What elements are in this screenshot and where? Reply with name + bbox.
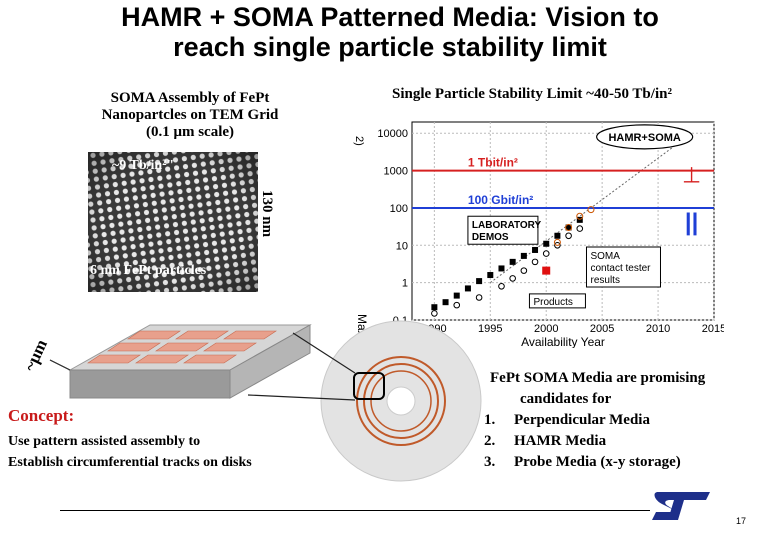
- st-logo-icon: [652, 492, 710, 520]
- media-intro-2: candidates for: [520, 391, 612, 407]
- tem-caption: SOMA Assembly of FePt Nanopartcles on TE…: [70, 90, 310, 141]
- tem-caption-line-3: (0.1 μm scale): [145, 124, 235, 140]
- st-logo: [650, 488, 714, 524]
- substrate-illustration: [20, 320, 320, 410]
- media-item-1-num: 1.: [484, 412, 496, 428]
- data-point-product: [565, 232, 572, 240]
- data-point-lab: [464, 285, 471, 292]
- hamr-soma-ellipse: [596, 124, 694, 150]
- x-tick-label: 2000: [534, 323, 558, 335]
- data-point-product: [520, 267, 528, 274]
- disk-illustration: [318, 318, 484, 484]
- media-item-1: 1. Perpendicular Media: [484, 410, 754, 431]
- media-list: FePt SOMA Media are promising candidates…: [484, 368, 754, 473]
- hamr-soma-label: HAMR+SOMA: [608, 132, 680, 144]
- data-point-lab: [453, 292, 460, 299]
- density-chart: 0.11101001000100001990199520002005201020…: [352, 118, 726, 411]
- tem-image-svg: [88, 152, 258, 292]
- products-label: Products: [533, 297, 572, 308]
- page-number: 17: [736, 516, 747, 526]
- x-tick-label: 2010: [646, 323, 670, 335]
- x-tick-label: 1995: [478, 323, 502, 335]
- data-point-lab: [576, 216, 583, 223]
- data-point-lab: [442, 299, 449, 306]
- title-line-1: HAMR + SOMA Patterned Media: Vision to: [121, 2, 659, 32]
- data-point-open: [576, 212, 584, 220]
- tem-image: [88, 152, 258, 292]
- data-point-product: [431, 310, 438, 317]
- media-intro-1: FePt SOMA Media are promising: [490, 370, 706, 386]
- data-point-lab: [565, 224, 572, 231]
- media-item-2-num: 2.: [484, 433, 496, 449]
- data-point-product: [475, 294, 483, 301]
- concept-body: Use pattern assisted assembly to Establi…: [8, 431, 252, 473]
- tem-caption-line-2: Nanopartcles on TEM Grid: [101, 107, 279, 123]
- tem-density-label: ~9 Tb/in²": [112, 158, 175, 173]
- data-point-lab: [543, 240, 550, 247]
- y-axis-label-fragment: 2): [353, 136, 365, 146]
- y-tick-label: 100: [390, 203, 408, 215]
- tem-caption-line-1: SOMA Assembly of FePt: [110, 90, 270, 106]
- data-point-open: [587, 206, 595, 214]
- soma-label-3: results: [590, 275, 619, 286]
- data-point-product: [531, 258, 539, 266]
- data-point-lab: [498, 265, 505, 272]
- x-axis-label: Availability Year: [521, 335, 605, 348]
- media-item-1-label: Perpendicular Media: [514, 412, 650, 428]
- data-point-product: [576, 225, 584, 232]
- media-item-2: 2. HAMR Media: [484, 431, 754, 452]
- y-tick-label: 10: [396, 240, 408, 252]
- data-point-lab: [476, 278, 483, 285]
- media-item-3-label: Probe Media (x-y storage): [514, 454, 681, 470]
- lab-demos-label-1: LABORATORY: [472, 220, 542, 231]
- data-point-lab: [431, 304, 438, 311]
- footer-rule: [60, 510, 650, 511]
- parallel-symbol: ||: [685, 209, 698, 236]
- data-point-lab: [532, 246, 539, 253]
- concept-line-2: Establish circumferential tracks on disk…: [8, 455, 252, 470]
- y-tick-label: 10000: [377, 128, 408, 140]
- y-tick-label: 1: [402, 278, 408, 290]
- data-point-product: [509, 275, 516, 282]
- x-tick-label: 2015: [702, 323, 724, 335]
- stability-caption: Single Particle Stability Limit ~40-50 T…: [392, 86, 672, 102]
- data-point-soma: [542, 266, 551, 275]
- soma-label-1: SOMA: [590, 251, 620, 262]
- data-point-open: [565, 223, 573, 231]
- data-point-lab: [509, 258, 516, 265]
- data-point-open: [553, 238, 561, 246]
- media-item-2-label: HAMR Media: [514, 433, 607, 449]
- chart-plot-area: [411, 121, 715, 321]
- slide-title: HAMR + SOMA Patterned Media: Vision to r…: [0, 2, 780, 62]
- concept-heading: Concept:: [8, 406, 75, 425]
- perp-symbol: ⊥: [682, 163, 701, 188]
- lab-demos-label-2: DEMOS: [472, 232, 509, 243]
- media-item-3: 3. Probe Media (x-y storage): [484, 452, 754, 473]
- gbit-label: 100 Gbit/in²: [468, 193, 533, 207]
- media-item-3-num: 3.: [484, 454, 496, 470]
- tem-particle-label: 6 nm FePt particles: [90, 263, 207, 278]
- y-tick-label: 1000: [384, 166, 408, 178]
- data-point-lab: [520, 252, 527, 259]
- lab-demos-box: [467, 215, 539, 245]
- soma-box: [585, 246, 661, 288]
- x-tick-label: 2005: [590, 323, 614, 335]
- data-point-lab: [487, 272, 494, 279]
- data-point-product: [498, 282, 505, 290]
- tbit-label: 1 Tbit/in²: [468, 156, 518, 170]
- soma-label-2: contact tester: [590, 263, 651, 274]
- data-point-lab: [554, 232, 561, 239]
- title-line-2: reach single particle stability limit: [173, 32, 607, 62]
- concept-line-1: Use pattern assisted assembly to: [8, 434, 201, 449]
- products-box: [528, 293, 586, 309]
- substrate-svg: [49, 324, 312, 399]
- data-point-product: [542, 250, 550, 257]
- density-chart-svg: 0.11101001000100001990199520002005201020…: [353, 121, 726, 411]
- data-point-product: [453, 301, 461, 309]
- disk-svg: [320, 320, 482, 482]
